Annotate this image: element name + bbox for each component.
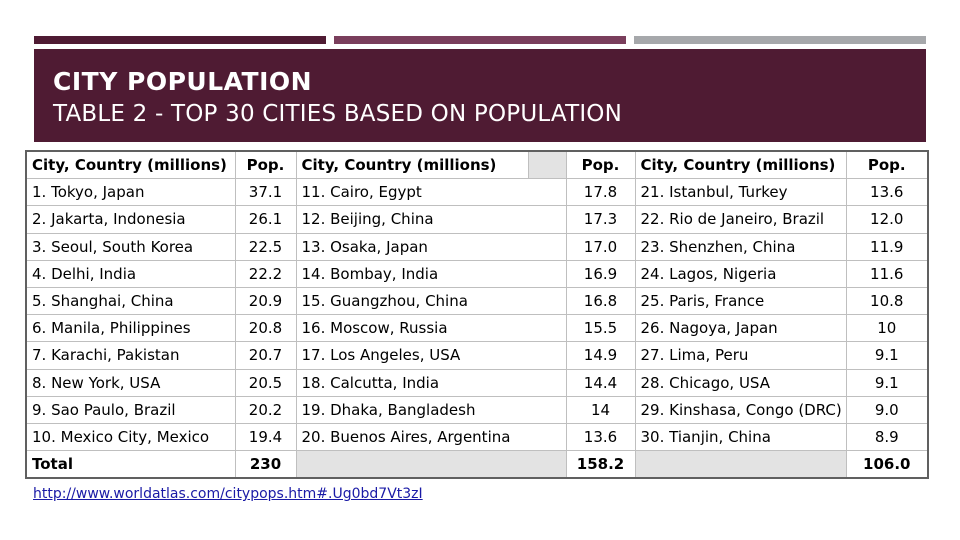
city-cell: 27. Lima, Peru: [634, 341, 847, 370]
pop-cell: 14.9: [565, 341, 636, 370]
pop-cell: 22.2: [234, 259, 297, 288]
decor-bar-mid: [334, 36, 626, 44]
city-cell: 2. Jakarta, Indonesia: [25, 205, 236, 234]
pop-cell: 17.3: [565, 205, 636, 234]
pop-cell: 16.8: [565, 286, 636, 316]
table-row: 7. Karachi, Pakistan 20.7 17. Los Angeles,…: [25, 341, 929, 370]
city-cell: 13. Osaka, Japan: [295, 232, 567, 261]
total-value-2: 158.2: [565, 450, 636, 479]
pop-cell: 10.8: [845, 286, 929, 316]
title-band: CITY POPULATION TABLE 2 - TOP 30 CITIES …: [34, 49, 926, 142]
header-pop-2: Pop.: [565, 150, 636, 180]
city-cell: 1. Tokyo, Japan: [25, 178, 236, 207]
city-cell: 25. Paris, France: [634, 286, 847, 316]
city-cell: 4. Delhi, India: [25, 259, 236, 288]
pop-cell: 20.9: [234, 286, 297, 316]
pop-cell: 13.6: [845, 178, 929, 207]
slide-subtitle: TABLE 2 - TOP 30 CITIES BASED ON POPULAT…: [53, 101, 623, 127]
city-cell: 20. Buenos Aires, Argentina: [295, 422, 567, 452]
pop-cell: 9.1: [845, 368, 929, 397]
pop-cell: 16.9: [565, 259, 636, 288]
total-row: Total 230 158.2 106.0: [25, 450, 929, 479]
table-row: 8. New York, USA 20.5 18. Calcutta, India 1…: [25, 368, 929, 397]
city-cell: 15. Guangzhou, China: [295, 286, 567, 316]
city-cell: 11. Cairo, Egypt: [295, 178, 567, 207]
pop-cell: 19.4: [234, 422, 297, 452]
city-cell: 5. Shanghai, China: [25, 286, 236, 316]
city-cell: 24. Lagos, Nigeria: [634, 259, 847, 288]
table-row: 3. Seoul, South Korea 22.5 13. Osaka, Japa…: [25, 232, 929, 261]
pop-cell: 8.9: [845, 422, 929, 452]
city-cell: 18. Calcutta, India: [295, 368, 567, 397]
city-cell: 16. Moscow, Russia: [295, 314, 567, 343]
pop-cell: 20.5: [234, 368, 297, 397]
pop-cell: 20.2: [234, 395, 297, 424]
table-header-row: City, Country (millions) Pop. City, Countr…: [25, 150, 929, 180]
header-pop-1: Pop.: [234, 150, 297, 180]
pop-cell: 9.1: [845, 341, 929, 370]
city-cell: 29. Kinshasa, Congo (DRC): [634, 395, 847, 424]
pop-cell: 17.0: [565, 232, 636, 261]
header-city-3: City, Country (millions): [634, 150, 847, 180]
decor-bar-dark: [34, 36, 326, 44]
table-row: 10. Mexico City, Mexico 19.4 20. Buenos Ai…: [25, 422, 929, 452]
pop-cell: 17.8: [565, 178, 636, 207]
total-blank: [634, 450, 847, 479]
header-city-2: City, Country (millions): [295, 150, 529, 180]
total-label: Total: [25, 450, 236, 479]
total-blank: [295, 450, 567, 479]
pop-cell: 14.4: [565, 368, 636, 397]
table-row: 6. Manila, Philippines 20.8 16. Moscow, Ru…: [25, 314, 929, 343]
pop-cell: 26.1: [234, 205, 297, 234]
pop-cell: 9.0: [845, 395, 929, 424]
population-table: City, Country (millions) Pop. City, Countr…: [25, 150, 929, 480]
city-cell: 3. Seoul, South Korea: [25, 232, 236, 261]
pop-cell: 37.1: [234, 178, 297, 207]
source-link[interactable]: http://www.worldatlas.com/citypops.htm#.…: [33, 486, 423, 502]
pop-cell: 13.6: [565, 422, 636, 452]
city-cell: 28. Chicago, USA: [634, 368, 847, 397]
table-row: 5. Shanghai, China 20.9 15. Guangzhou, Chi…: [25, 286, 929, 316]
table-row: 1. Tokyo, Japan 37.1 11. Cairo, Egypt 17.8 2…: [25, 178, 929, 207]
table-row: 2. Jakarta, Indonesia 26.1 12. Beijing, Ch…: [25, 205, 929, 234]
total-value-1: 230: [234, 450, 297, 479]
header-pop-3: Pop.: [845, 150, 929, 180]
city-cell: 14. Bombay, India: [295, 259, 567, 288]
pop-cell: 14: [565, 395, 636, 424]
slide-title: CITY POPULATION: [53, 67, 313, 96]
header-gap: [527, 150, 567, 180]
city-cell: 23. Shenzhen, China: [634, 232, 847, 261]
pop-cell: 20.8: [234, 314, 297, 343]
pop-cell: 11.6: [845, 259, 929, 288]
city-cell: 7. Karachi, Pakistan: [25, 341, 236, 370]
city-cell: 10. Mexico City, Mexico: [25, 422, 236, 452]
city-cell: 9. Sao Paulo, Brazil: [25, 395, 236, 424]
city-cell: 8. New York, USA: [25, 368, 236, 397]
city-cell: 22. Rio de Janeiro, Brazil: [634, 205, 847, 234]
city-cell: 26. Nagoya, Japan: [634, 314, 847, 343]
pop-cell: 10: [845, 314, 929, 343]
decor-bar-gray: [634, 36, 926, 44]
pop-cell: 11.9: [845, 232, 929, 261]
city-cell: 30. Tianjin, China: [634, 422, 847, 452]
pop-cell: 20.7: [234, 341, 297, 370]
pop-cell: 15.5: [565, 314, 636, 343]
city-cell: 6. Manila, Philippines: [25, 314, 236, 343]
city-cell: 17. Los Angeles, USA: [295, 341, 567, 370]
header-city-1: City, Country (millions): [25, 150, 236, 180]
city-cell: 21. Istanbul, Turkey: [634, 178, 847, 207]
city-cell: 12. Beijing, China: [295, 205, 567, 234]
pop-cell: 12.0: [845, 205, 929, 234]
city-cell: 19. Dhaka, Bangladesh: [295, 395, 567, 424]
pop-cell: 22.5: [234, 232, 297, 261]
table-row: 4. Delhi, India 22.2 14. Bombay, India 16.9…: [25, 259, 929, 288]
table-row: 9. Sao Paulo, Brazil 20.2 19. Dhaka, Bangl…: [25, 395, 929, 424]
total-value-3: 106.0: [845, 450, 929, 479]
